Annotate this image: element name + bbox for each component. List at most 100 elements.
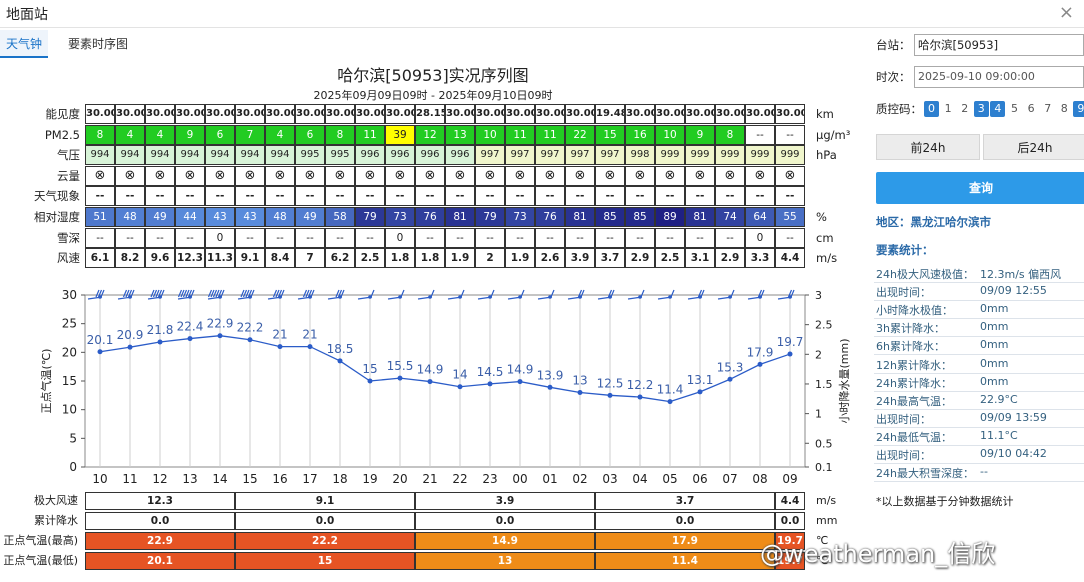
qc-code-3[interactable]: 3 <box>973 101 989 117</box>
stat-separator <box>874 463 1084 464</box>
tab-weather-clock[interactable]: 天气钟 <box>0 30 49 58</box>
summary-label-3: 正点气温(最低) <box>3 554 78 567</box>
table-cell: -- <box>625 227 655 248</box>
table-cell: -- <box>85 227 115 248</box>
data-label: 21 <box>302 328 317 342</box>
table-cell: 8 <box>85 124 115 145</box>
table-cell: 30.00 <box>205 104 235 124</box>
data-label: 12.5 <box>597 376 624 390</box>
summary-label-2: 正点气温(最高) <box>3 534 78 547</box>
x-tick-label: 06 <box>692 472 707 486</box>
wind-barb-icon <box>447 289 465 300</box>
table-cell: 994 <box>205 145 235 166</box>
y2-axis-label: 小时降水量(mm) <box>837 338 851 423</box>
data-point <box>397 375 403 381</box>
qc-code-6[interactable]: 6 <box>1027 102 1035 115</box>
table-cell: -- <box>775 186 805 207</box>
x-tick-label: 15 <box>242 472 257 486</box>
qc-code-2[interactable]: 2 <box>961 102 969 115</box>
qc-code-4[interactable]: 4 <box>990 101 1006 117</box>
x-tick-label: 17 <box>302 472 317 486</box>
data-label: 22.9 <box>207 317 234 331</box>
x-tick-label: 19 <box>362 472 377 486</box>
table-cell: -- <box>85 186 115 207</box>
data-label: 22.2 <box>237 321 264 335</box>
table-cell: -- <box>415 186 445 207</box>
x-tick-label: 04 <box>632 472 647 486</box>
stat-value: 09/09 12:55 <box>980 284 1047 298</box>
station-input[interactable]: 哈尔滨[50953] <box>914 34 1084 56</box>
table-cell: -- <box>565 186 595 207</box>
table-cell: 73 <box>385 207 415 227</box>
table-cell: 30.00 <box>475 104 505 124</box>
y-axis-label: 正点气温(℃) <box>39 349 53 414</box>
wind-barb-icon <box>747 289 765 300</box>
close-icon[interactable]: × <box>1058 2 1074 23</box>
table-cell: ⊗ <box>535 165 565 186</box>
table-cell: 997 <box>535 145 565 166</box>
table-cell: 10 <box>475 124 505 145</box>
data-label: 13.9 <box>537 368 564 382</box>
y2-tick-label: 3 <box>815 289 822 302</box>
prev-24h-button[interactable]: 前24h <box>876 134 980 160</box>
data-point <box>277 344 283 350</box>
summary-cell: 22.2 <box>235 532 415 550</box>
data-label: 15.3 <box>717 360 744 374</box>
stat-label: 24h最低气温： <box>876 430 952 444</box>
next-24h-button[interactable]: 后24h <box>983 134 1084 160</box>
table-cell: -- <box>775 227 805 248</box>
table-cell: -- <box>235 227 265 248</box>
data-point <box>517 379 523 385</box>
table-cell: 996 <box>355 145 385 166</box>
qc-code-0[interactable]: 0 <box>924 101 939 117</box>
wind-barb-icon <box>597 289 615 300</box>
row-unit-7: m/s <box>816 251 838 266</box>
table-cell: 0 <box>745 227 775 248</box>
table-cell: 30.00 <box>385 104 415 124</box>
x-tick-label: 22 <box>452 472 467 486</box>
wind-barb-icon <box>477 289 495 300</box>
table-cell: 51 <box>85 207 115 227</box>
data-point <box>697 389 703 395</box>
stat-separator <box>874 300 1084 302</box>
summary-cell: 9.1 <box>235 492 415 510</box>
table-cell: 48 <box>265 207 295 227</box>
table-cell: 3.3 <box>745 248 775 269</box>
summary-cell: 0.0 <box>775 512 805 530</box>
x-tick-label: 05 <box>662 472 677 486</box>
table-cell: 30.00 <box>625 104 655 124</box>
qc-code-8[interactable]: 8 <box>1060 102 1068 115</box>
table-cell: 28.15 <box>415 104 445 124</box>
summary-cell: 11.4 <box>595 552 775 570</box>
stat-separator <box>874 444 1084 446</box>
qc-code-7[interactable]: 7 <box>1044 102 1052 115</box>
table-cell: 9.1 <box>235 248 265 269</box>
table-cell: 999 <box>655 145 685 166</box>
table-cell: 30.00 <box>445 104 475 124</box>
stat-label: 出现时间： <box>876 286 931 300</box>
qc-code-1[interactable]: 1 <box>944 102 952 115</box>
table-cell: -- <box>685 186 715 207</box>
qc-code-5[interactable]: 5 <box>1011 102 1018 115</box>
table-cell: ⊗ <box>685 165 715 186</box>
time-input[interactable]: 2025-09-10 09:00:00 <box>914 66 1084 88</box>
data-point <box>457 384 463 390</box>
query-button[interactable]: 查询 <box>876 172 1084 204</box>
stat-label: 24h最高气温： <box>876 394 952 408</box>
y-tick-label: 20 <box>62 345 77 359</box>
stat-label: 3h累计降水： <box>876 322 945 336</box>
tab-element-timeseries[interactable]: 要素时序图 <box>68 37 129 51</box>
table-cell: 994 <box>265 145 295 166</box>
table-cell: -- <box>115 186 145 207</box>
qc-code-9[interactable]: 9 <box>1073 101 1084 117</box>
summary-cell: 0.0 <box>235 512 415 530</box>
x-tick-label: 02 <box>572 472 587 486</box>
table-cell: ⊗ <box>715 165 745 186</box>
x-tick-label: 03 <box>602 472 617 486</box>
summary-label-1: 累计降水 <box>34 514 78 527</box>
table-cell: 43 <box>235 207 265 227</box>
table-cell: 81 <box>685 207 715 227</box>
table-cell: -- <box>115 227 145 248</box>
table-cell: -- <box>175 186 205 207</box>
row-label-0: 能见度 <box>45 107 81 121</box>
